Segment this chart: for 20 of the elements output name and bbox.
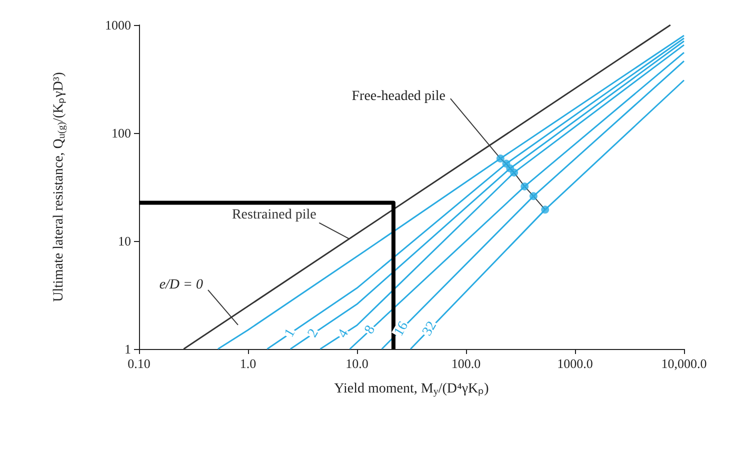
x-tick-label: 10,000.0: [661, 356, 707, 371]
text: 32: [420, 319, 440, 339]
x-tick-label: 0.10: [128, 356, 150, 371]
y-tick-label: 1: [124, 342, 131, 356]
y-tick-label: 100: [112, 126, 131, 140]
text: 4: [336, 327, 352, 341]
y-tick-label: 10: [118, 234, 131, 248]
x-tick-label: 1000.0: [557, 356, 593, 371]
x-tick-label: 10.0: [346, 356, 368, 371]
text: Free-headed pile: [352, 89, 446, 104]
x-tick-label: 100.0: [451, 356, 481, 371]
text: 8: [362, 323, 379, 337]
text: e/D = 0: [159, 277, 203, 292]
text: 16: [392, 319, 412, 339]
y-tick-label: 1000: [105, 18, 131, 32]
x-tick-label: 1.0: [240, 356, 256, 371]
text: 1: [282, 326, 299, 340]
y-axis-title: Ultimate lateral resistance, Qu(g)/(KₚγD³): [52, 72, 68, 302]
text: Restrained pile: [232, 207, 316, 222]
text: 2: [305, 326, 322, 340]
